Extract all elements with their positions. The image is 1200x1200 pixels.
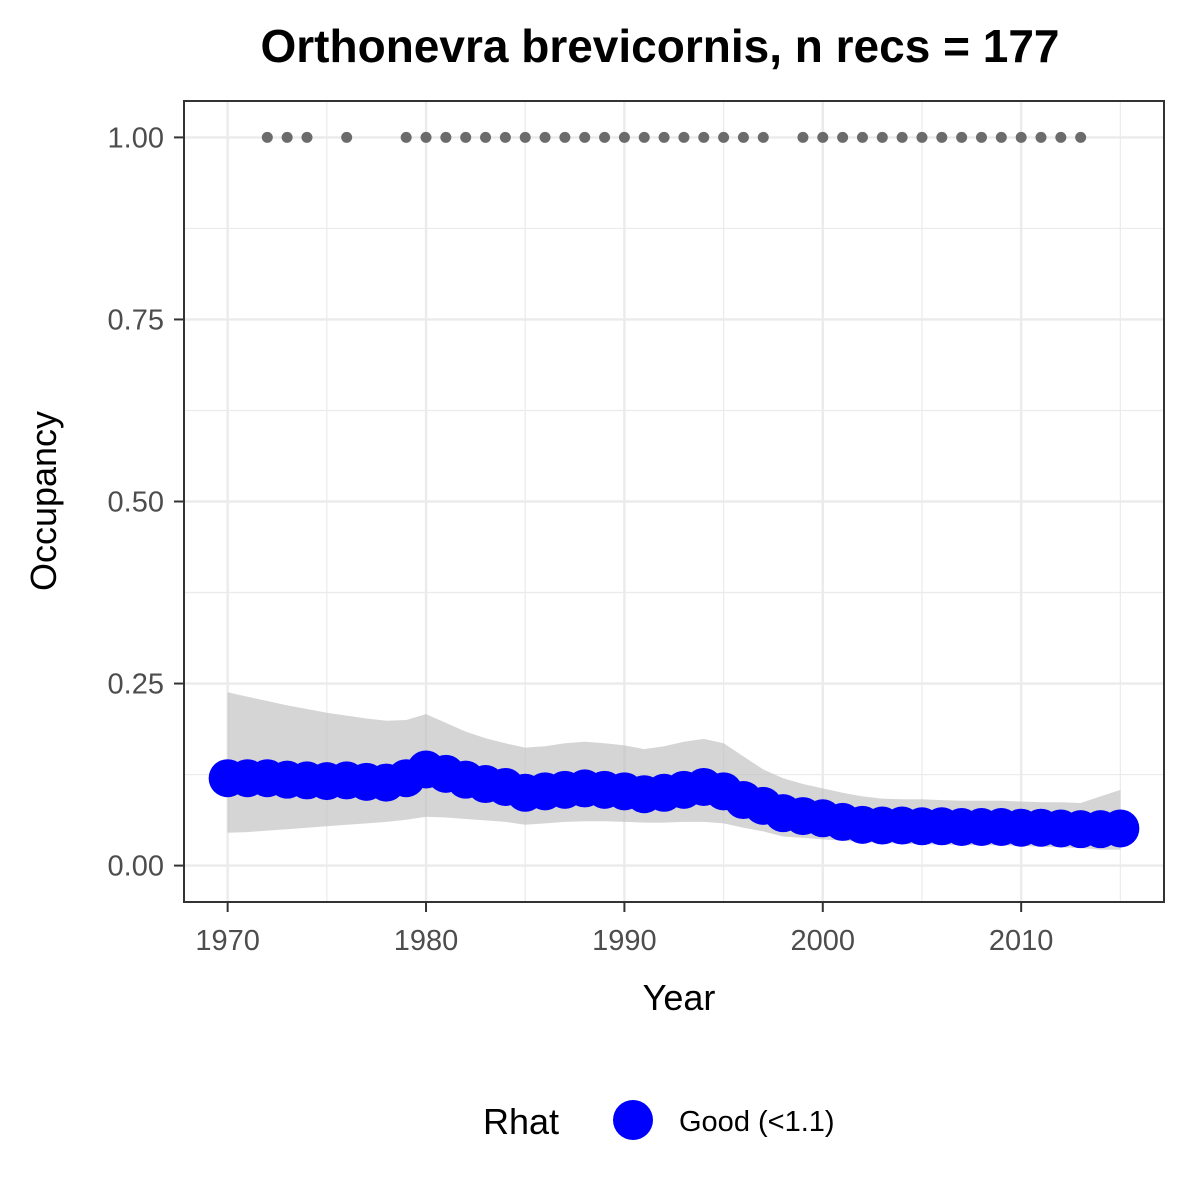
record-point — [817, 131, 829, 143]
record-point — [539, 131, 551, 143]
record-point — [876, 131, 888, 143]
record-point — [599, 131, 611, 143]
major-gridlines — [184, 101, 1164, 902]
record-point — [480, 131, 492, 143]
x-axis: 1970 1980 1990 2000 2010 — [195, 902, 1053, 957]
y-tick-label: 0.25 — [108, 669, 164, 701]
record-point — [281, 131, 293, 143]
x-tick-label: 1980 — [394, 925, 459, 957]
chart-title: Orthonevra brevicornis, n recs = 177 — [261, 20, 1060, 72]
y-tick-label: 1.00 — [108, 122, 164, 154]
record-point — [975, 131, 987, 143]
record-point — [519, 131, 531, 143]
record-point — [420, 131, 432, 143]
record-point — [718, 131, 730, 143]
legend-key-good — [613, 1100, 653, 1140]
record-point — [1075, 131, 1087, 143]
record-point — [995, 131, 1007, 143]
record-point — [301, 131, 313, 143]
record-point — [936, 131, 948, 143]
record-point — [797, 131, 809, 143]
occupancy-points — [208, 750, 1140, 849]
x-tick-label: 1990 — [592, 925, 657, 957]
record-point — [837, 131, 849, 143]
record-point — [678, 131, 690, 143]
record-point — [1015, 131, 1027, 143]
record-point — [261, 131, 273, 143]
record-point — [341, 131, 353, 143]
record-point — [856, 131, 868, 143]
x-tick-label: 2000 — [791, 925, 856, 957]
record-point — [618, 131, 630, 143]
record-point — [698, 131, 710, 143]
record-point — [440, 131, 452, 143]
record-point — [658, 131, 670, 143]
legend-label-good: Good (<1.1) — [679, 1106, 835, 1138]
record-points — [261, 131, 1087, 143]
record-point — [638, 131, 650, 143]
record-point — [1035, 131, 1047, 143]
occupancy-point — [1101, 809, 1140, 848]
y-tick-label: 0.50 — [108, 487, 164, 519]
record-point — [737, 131, 749, 143]
record-point — [956, 131, 968, 143]
record-point — [757, 131, 769, 143]
y-tick-label: 0.00 — [108, 851, 164, 883]
record-point — [400, 131, 412, 143]
x-tick-label: 2010 — [989, 925, 1054, 957]
legend-title: Rhat — [483, 1101, 559, 1142]
y-tick-label: 0.75 — [108, 304, 164, 336]
record-point — [579, 131, 591, 143]
y-axis-title: Occupancy — [23, 411, 64, 591]
record-point — [559, 131, 571, 143]
x-axis-title: Year — [643, 977, 716, 1018]
record-point — [916, 131, 928, 143]
record-point — [1055, 131, 1067, 143]
legend: Rhat Good (<1.1) — [483, 1100, 835, 1142]
record-point — [499, 131, 511, 143]
record-point — [896, 131, 908, 143]
x-tick-label: 1970 — [195, 925, 260, 957]
record-point — [460, 131, 472, 143]
y-axis: 0.00 0.25 0.50 0.75 1.00 — [108, 122, 184, 883]
